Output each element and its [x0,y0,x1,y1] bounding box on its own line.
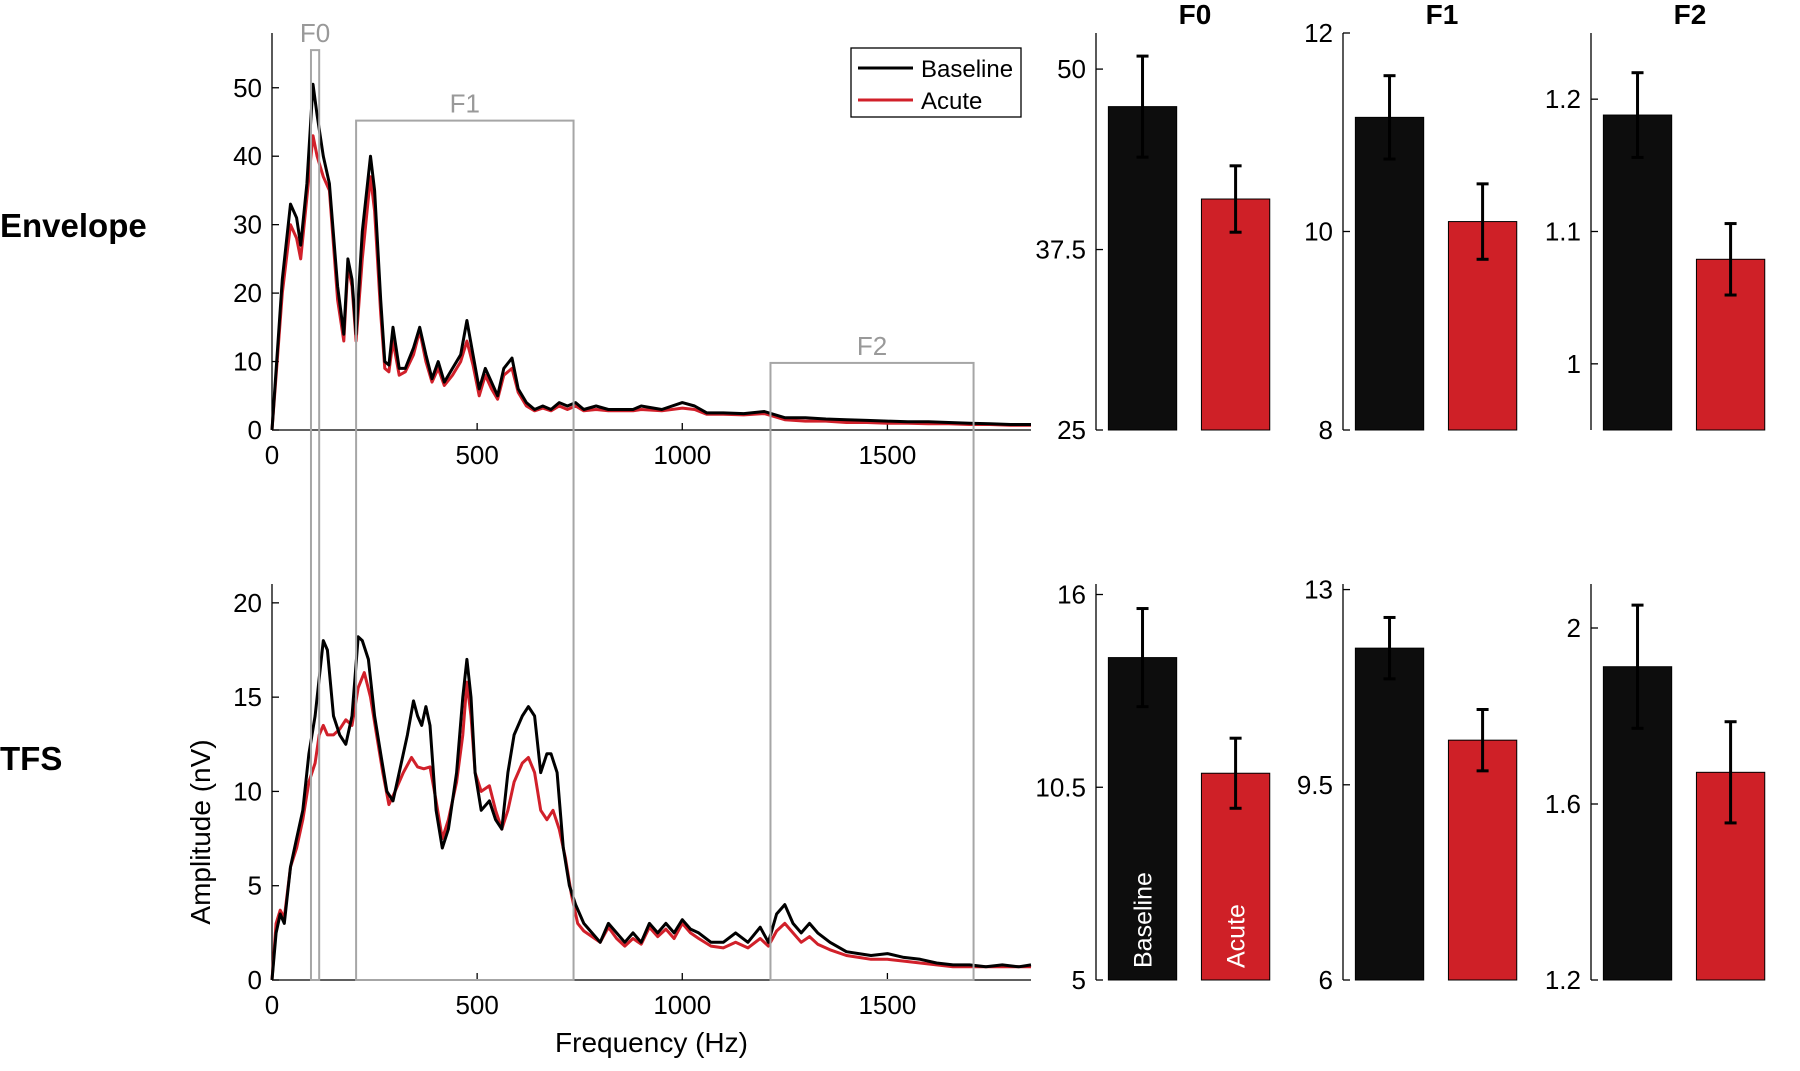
y-tick-label: 1.6 [1545,789,1581,819]
bar-label-baseline: Baseline [1130,872,1158,968]
series-acute [270,134,1031,431]
x-axis-label: Frequency (Hz) [555,1027,748,1058]
bar-title: F0 [1179,0,1212,30]
bar-baseline [1354,647,1425,981]
legend: Baseline Acute [850,47,1022,118]
y-tick-label: 5 [1072,965,1086,995]
legend-label-baseline: Baseline [921,56,1013,83]
series-baseline [270,82,1031,431]
y-tick-label: 13 [1304,575,1333,605]
env_F0-chart: 25 37.5 50 F0 [1035,0,1271,445]
region-label-f1: F1 [450,89,480,119]
tfs_F2-chart: 1.2 1.6 2 [1545,584,1766,995]
bar-acute [1200,198,1271,431]
y-tick-label: 37.5 [1035,235,1086,265]
tfs_F0-chart: 5 10.5 16 Baseline Acute [1035,580,1271,995]
y-axis-label: Amplitude (nV) [185,739,216,924]
region-boxes: F0 F1 F2 [300,18,975,982]
x-tick-label: 0 [265,990,279,1020]
y-tick-label: 10 [1304,217,1333,247]
y-tick-label: 8 [1319,415,1333,445]
x-tick-label: 0 [265,440,279,470]
bar-baseline [1107,657,1178,981]
y-tick-label: 15 [233,682,262,712]
tfs_spectrum-chart: 0 500 1000 1500 0 5 10 15 20 Frequency (Hz) Amplit… [185,584,1032,1058]
y-tick-label: 10 [233,347,262,377]
y-tick-label: 10 [233,776,262,806]
y-tick-label: 0 [248,965,262,995]
x-tick-label: 500 [455,990,498,1020]
y-tick-label: 12 [1304,18,1333,48]
legend-box [850,47,1022,118]
y-tick-label: 1 [1567,349,1581,379]
y-tick-label: 20 [233,588,262,618]
y-tick-label: 9.5 [1297,770,1333,800]
y-tick-label: 6 [1319,965,1333,995]
region-box-f1 [355,119,575,982]
region-box-f2 [769,361,975,981]
y-tick-label: 1.2 [1545,965,1581,995]
legend-label-acute: Acute [921,88,982,115]
y-tick-label: 1.2 [1545,84,1581,114]
y-tick-label: 20 [233,278,262,308]
y-tick-label: 50 [233,73,262,103]
region-box-f0 [309,49,321,982]
bar-baseline [1602,114,1673,431]
bar-acute [1447,739,1518,981]
region-label-f2: F2 [857,331,887,361]
region-label-f0: F0 [300,18,330,48]
y-tick-label: 2 [1567,613,1581,643]
y-tick-label: 30 [233,210,262,240]
y-tick-label: 16 [1057,580,1086,610]
x-tick-label: 1500 [858,440,916,470]
y-tick-label: 1.1 [1545,217,1581,247]
bar-title: F1 [1426,0,1459,30]
bar-title: F2 [1674,0,1707,30]
y-tick-label: 10.5 [1035,772,1086,802]
y-tick-label: 50 [1057,54,1086,84]
x-tick-label: 1000 [653,440,711,470]
x-tick-label: 1500 [858,990,916,1020]
y-tick-label: 40 [233,141,262,171]
x-tick-label: 500 [455,440,498,470]
env_F2-chart: 1 1.1 1.2 F2 [1545,0,1766,431]
row-label-envelope: Envelope [0,207,147,244]
row-label-tfs: TFS [0,740,62,777]
x-tick-label: 1000 [653,990,711,1020]
tfs_F1-chart: 6 9.5 13 [1297,575,1518,995]
y-tick-label: 25 [1057,415,1086,445]
envelope_spectrum-chart: 0 500 1000 1500 0 10 20 30 40 50 [233,33,1031,470]
bar-baseline [1354,116,1425,431]
bar-label-acute: Acute [1223,904,1251,968]
env_F1-chart: 8 10 12 F1 [1304,0,1518,445]
bar-baseline [1107,106,1178,431]
series-acute [270,671,1031,981]
y-tick-label: 5 [248,871,262,901]
y-tick-label: 0 [248,415,262,445]
